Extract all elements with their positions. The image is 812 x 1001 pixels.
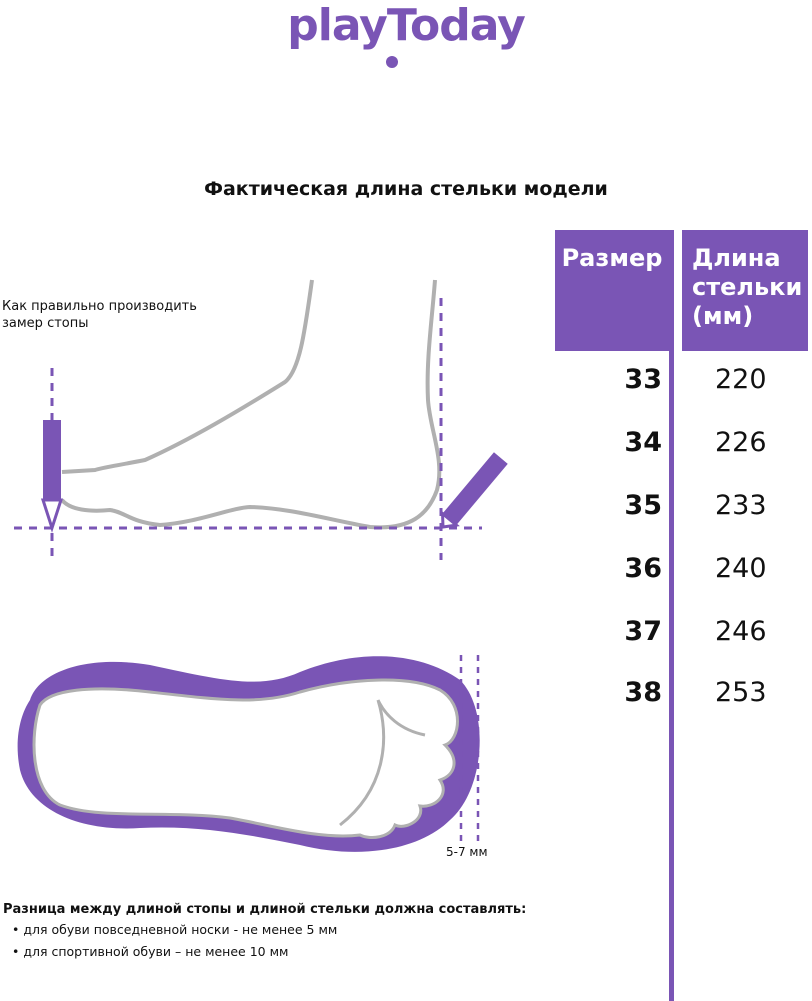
table-divider — [669, 230, 674, 1001]
size-cell: 37 — [624, 616, 662, 647]
length-cell: 240 — [715, 553, 767, 584]
note-bullet: • для обуви повседневной носки - не мене… — [12, 922, 338, 937]
header-length: Длина стельки (мм) — [682, 230, 808, 351]
size-cell: 35 — [624, 490, 662, 521]
note-heading: Разница между длиной стопы и длиной стел… — [3, 902, 527, 917]
logo-dot — [386, 56, 398, 68]
brand-logo: playToday — [287, 0, 526, 51]
header-length-line: Длина — [692, 244, 781, 272]
page-title: Фактическая длина стельки модели — [204, 178, 608, 200]
length-cell: 233 — [715, 490, 767, 521]
pencil-left-icon — [40, 420, 64, 533]
length-cell: 253 — [715, 677, 767, 708]
size-cell: 33 — [624, 364, 662, 395]
note-bullet: • для спортивной обуви – не менее 10 мм — [12, 944, 289, 959]
pencil-right-icon — [440, 452, 508, 529]
howto-line: Как правильно производить — [2, 299, 197, 314]
header-size: Размер — [555, 230, 669, 351]
length-cell: 220 — [715, 364, 767, 395]
header-length-line: (мм) — [692, 302, 754, 330]
header-size-label: Размер — [561, 244, 663, 272]
howto-line: замер стопы — [2, 316, 89, 331]
size-cell: 38 — [624, 677, 662, 708]
size-cell: 36 — [624, 553, 662, 584]
size-cell: 34 — [624, 427, 662, 458]
length-cell: 226 — [715, 427, 767, 458]
foot-side-outline — [60, 279, 442, 530]
length-cell: 246 — [715, 616, 767, 647]
howto-caption: Как правильно производить замер стопы — [2, 298, 197, 332]
header-length-line: стельки — [692, 273, 803, 301]
foot-sole-outline — [32, 678, 459, 839]
gap-label: 5-7 мм — [446, 845, 488, 859]
